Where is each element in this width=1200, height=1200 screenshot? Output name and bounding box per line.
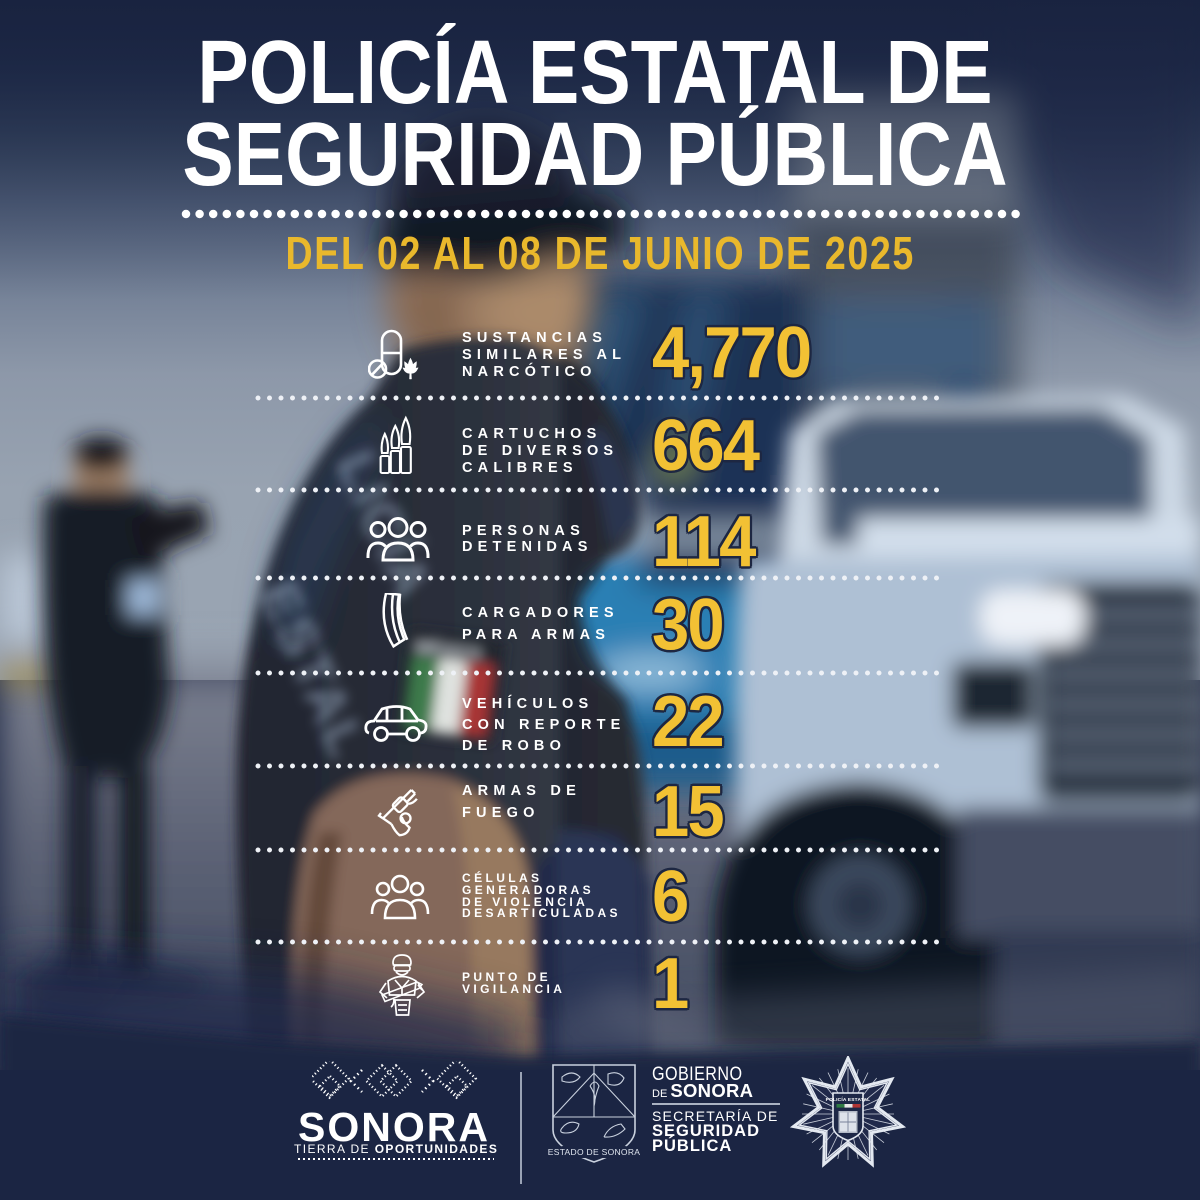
svg-text:ESTADO DE SONORA: ESTADO DE SONORA <box>548 1147 641 1157</box>
svg-text:POLICÍA ESTATAL: POLICÍA ESTATAL <box>826 1095 871 1103</box>
